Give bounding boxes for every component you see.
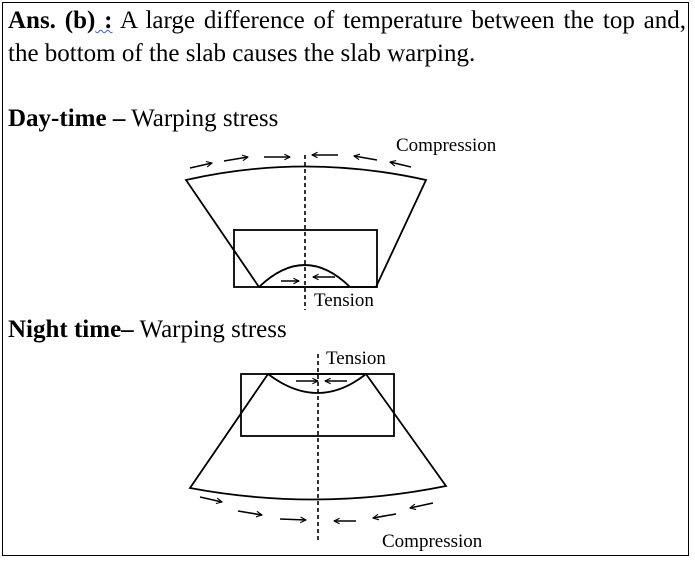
night-time-heading: Night time– Warping stress — [8, 315, 287, 345]
day-compression-label: Compression — [396, 135, 497, 156]
day-slab-outline — [184, 165, 428, 288]
arrow-left — [373, 513, 397, 518]
arrow-left — [354, 156, 378, 161]
night-compression-label: Compression — [382, 531, 483, 552]
day-time-heading: Day-time – Warping stress — [8, 104, 278, 134]
arrow-right — [199, 496, 222, 502]
night-top-arc — [267, 373, 367, 394]
night-compression-arrows — [199, 496, 434, 521]
answer-paragraph: Ans. (b) : A large difference of tempera… — [8, 4, 686, 70]
night-time-title-rest: Warping stress — [133, 316, 287, 343]
night-slab-outline — [188, 373, 448, 501]
day-time-title-rest: Warping stress — [125, 105, 279, 132]
arrow-right — [189, 163, 212, 169]
arrow-left — [390, 162, 412, 168]
day-time-diagram — [184, 155, 428, 310]
day-tension-label: Tension — [314, 290, 374, 311]
day-time-title-bold: Day-time – — [8, 105, 126, 132]
answer-label: Ans. (b) : — [8, 7, 113, 34]
day-bottom-arc — [258, 264, 351, 288]
night-time-diagram — [188, 354, 448, 541]
night-time-title-bold: Night time– — [8, 316, 134, 343]
night-tension-label: Tension — [326, 348, 386, 369]
arrow-right — [223, 157, 248, 162]
answer-box — [2, 2, 689, 556]
arrow-left — [410, 502, 434, 508]
day-compression-arrows — [189, 155, 412, 169]
day-tension-arrows — [281, 277, 335, 281]
arrow-right — [237, 510, 262, 515]
night-slab-rectangle — [240, 373, 395, 437]
day-slab-rectangle — [233, 229, 378, 288]
arrow-right — [279, 519, 306, 520]
answer-separator: : — [95, 7, 113, 34]
answer-text: A large difference of temperature betwee… — [8, 7, 686, 67]
